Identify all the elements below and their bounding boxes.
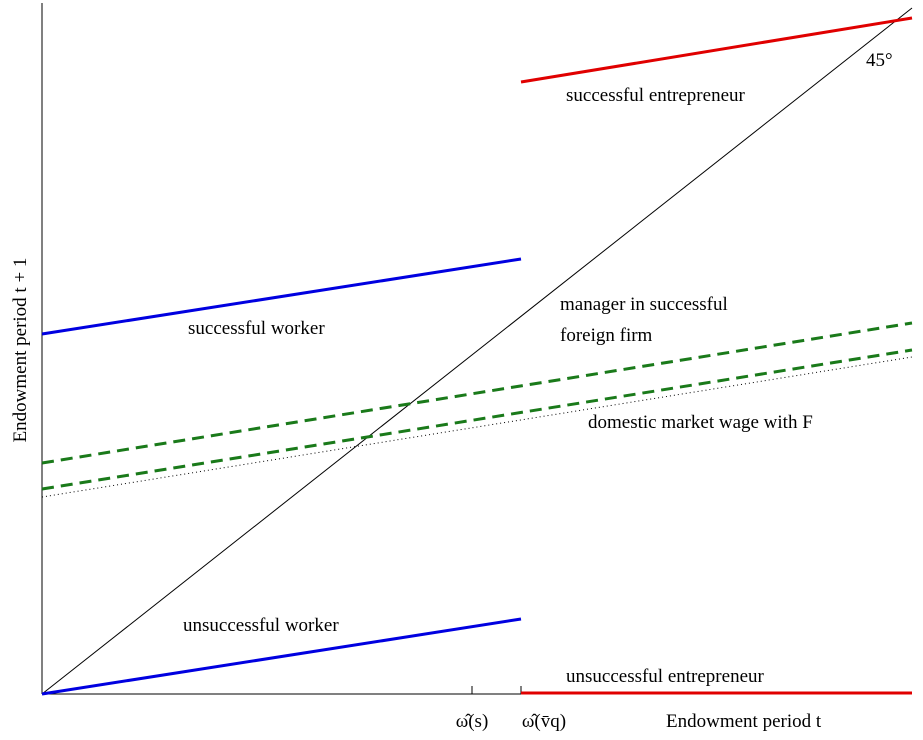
x-axis-label: Endowment period t [666,711,822,732]
manager-line [41,321,913,465]
line-label: successful entrepreneur [566,85,746,106]
line-label: manager in successful [560,294,728,315]
line-label: unsuccessful worker [183,615,339,636]
line-label: unsuccessful entrepreneur [566,666,765,687]
x-tick-label: ω̂(v̄q) [522,711,566,732]
dotted-line [41,356,913,498]
diagonal-label: 45° [866,50,893,71]
successful-worker-line [41,257,522,336]
successful-entrepreneur-line [520,16,913,84]
line-label: successful worker [188,318,325,339]
domestic-wage-line [41,348,913,491]
diagonal [41,7,913,695]
x-tick-label: ω̂(s) [456,711,489,732]
line-label: domestic market wage with F [588,412,813,433]
y-axis-label: Endowment period t + 1 [10,258,31,443]
unsuccessful-worker-line [41,617,522,696]
line-label: foreign firm [560,325,653,346]
